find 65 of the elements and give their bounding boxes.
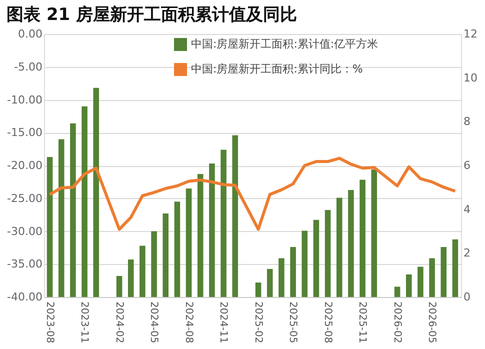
bar [394,286,400,297]
y2-tick-label: 6 [464,159,470,172]
x-tick-label: 2025-05 [287,302,298,344]
bar [336,198,342,297]
bar [232,135,238,297]
bar [82,106,88,297]
y-tick-label: -20.00 [7,159,42,172]
bar [174,202,180,297]
bar [186,188,192,297]
x-tick-label: 2024-05 [148,302,160,344]
y2-tick-label: 12 [464,28,478,40]
bar [151,231,157,297]
bar [418,266,424,297]
y-tick-label: -40.00 [7,290,42,304]
x-tick-label: 2025-08 [322,302,333,344]
x-tick-label: 2025-11 [356,302,368,344]
bar [197,174,204,297]
y2-tick-label: 8 [464,115,470,128]
x-tick-label: 2023-11 [78,302,90,344]
bar [266,268,273,297]
bar [440,247,447,297]
y-tick-label: -15.00 [7,126,42,140]
y-tick-label: 0.00 [18,28,42,40]
x-tick-label: 2023-08 [44,302,55,344]
x-tick-label: 2024-08 [182,302,194,344]
bar [220,150,226,297]
legend-label: 中国:房屋新开工面积:累计值:亿平方米 [191,38,378,50]
y-tick-label: -30.00 [7,224,42,238]
bar [348,190,354,297]
bar [255,282,262,297]
legend-label: 中国:房屋新开工面积:累计同比：% [191,62,363,76]
y2-tick-label: 4 [464,202,470,216]
y2-tick-label: 0 [464,290,470,304]
y2-tick-label: 2 [464,246,470,260]
x-tick-label: 2024-11 [218,302,229,344]
bar [128,260,134,297]
y-tick-label: -25.00 [7,192,42,205]
y2-tick-label: 10 [464,71,478,84]
bar [302,230,308,297]
bar [162,214,169,297]
x-tick-label: 2026-02 [391,302,402,344]
bar [360,180,366,297]
line-series [48,156,457,231]
y-tick-label: -10.00 [7,93,42,106]
bar [371,169,378,297]
bar [70,123,76,297]
bar [290,247,296,297]
y-tick-label: -35.00 [7,258,42,271]
x-tick-label: 2026-05 [426,302,438,344]
x-tick-label: 2024-02 [113,302,124,344]
bar [429,258,435,297]
bar [140,246,146,297]
bar [93,88,100,297]
bar [452,239,458,297]
bar [406,274,412,297]
bar [209,164,215,297]
bar [46,156,53,297]
bar [116,276,122,297]
bar [324,210,331,297]
y-tick-label: -5.00 [14,60,42,74]
bar [313,220,320,297]
chart-title: 图表 21 房屋新开工面积累计值及同比 [6,5,298,25]
bar [278,258,284,297]
x-tick-label: 2025-02 [252,302,264,344]
bar [58,139,64,297]
